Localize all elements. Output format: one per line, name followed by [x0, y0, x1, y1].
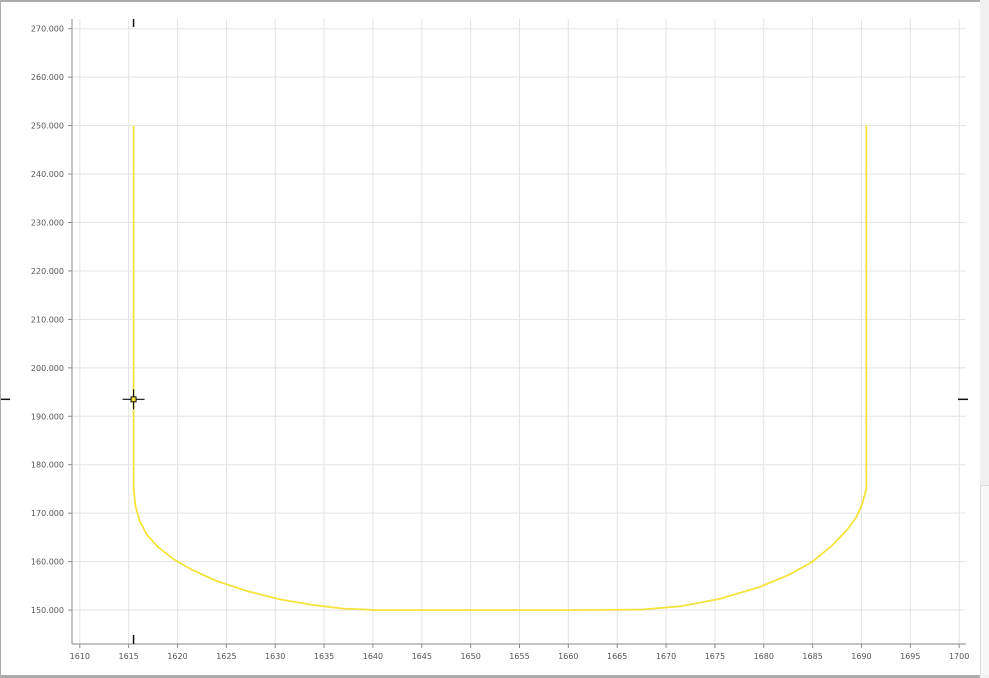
- y-tick-label: 150.000: [31, 606, 64, 615]
- x-axis-ticks: 1610 1615 1620 1625 1630 1635 1640 1645 1650 1655…: [70, 644, 969, 661]
- y-tick-label: 260.000: [31, 73, 64, 82]
- crosshair-cursor[interactable]: [1, 19, 968, 644]
- y-tick-label: 270.000: [31, 25, 64, 34]
- x-tick-label: 1650: [460, 652, 480, 661]
- y-tick-label: 180.000: [31, 461, 64, 470]
- x-tick-label: 1645: [412, 652, 432, 661]
- y-tick-label: 160.000: [31, 558, 64, 567]
- x-tick-label: 1640: [363, 652, 383, 661]
- x-tick-label: 1630: [265, 652, 285, 661]
- x-tick-label: 1625: [216, 652, 236, 661]
- y-tick-label: 190.000: [31, 412, 64, 421]
- scrollbar-thumb[interactable]: [980, 485, 989, 675]
- x-tick-label: 1675: [705, 652, 725, 661]
- series-line: [132, 125, 868, 611]
- x-tick-label: 1685: [802, 652, 822, 661]
- y-tick-label: 240.000: [31, 170, 64, 179]
- series-layer: [132, 125, 868, 611]
- x-tick-label: 1620: [167, 652, 187, 661]
- x-tick-label: 1610: [70, 652, 90, 661]
- x-tick-label: 1670: [656, 652, 676, 661]
- crosshair-center-marker: [130, 396, 137, 403]
- x-tick-label: 1665: [607, 652, 627, 661]
- y-axis-ticks: 150.000 160.000 170.000 180.000 190.000 200.0…: [31, 25, 72, 615]
- grid-lines: [72, 19, 966, 644]
- y-tick-label: 170.000: [31, 509, 64, 518]
- x-tick-label: 1660: [558, 652, 578, 661]
- y-tick-label: 200.000: [31, 364, 64, 373]
- x-tick-label: 1690: [851, 652, 871, 661]
- x-tick-label: 1695: [900, 652, 920, 661]
- scrollbar-track[interactable]: [980, 0, 989, 678]
- y-tick-label: 250.000: [31, 122, 64, 131]
- y-tick-label: 220.000: [31, 267, 64, 276]
- y-tick-label: 230.000: [31, 218, 64, 227]
- x-tick-label: 1700: [949, 652, 969, 661]
- x-tick-label: 1635: [314, 652, 334, 661]
- x-tick-label: 1680: [754, 652, 774, 661]
- x-tick-label: 1655: [509, 652, 529, 661]
- x-tick-label: 1615: [118, 652, 138, 661]
- y-tick-label: 210.000: [31, 315, 64, 324]
